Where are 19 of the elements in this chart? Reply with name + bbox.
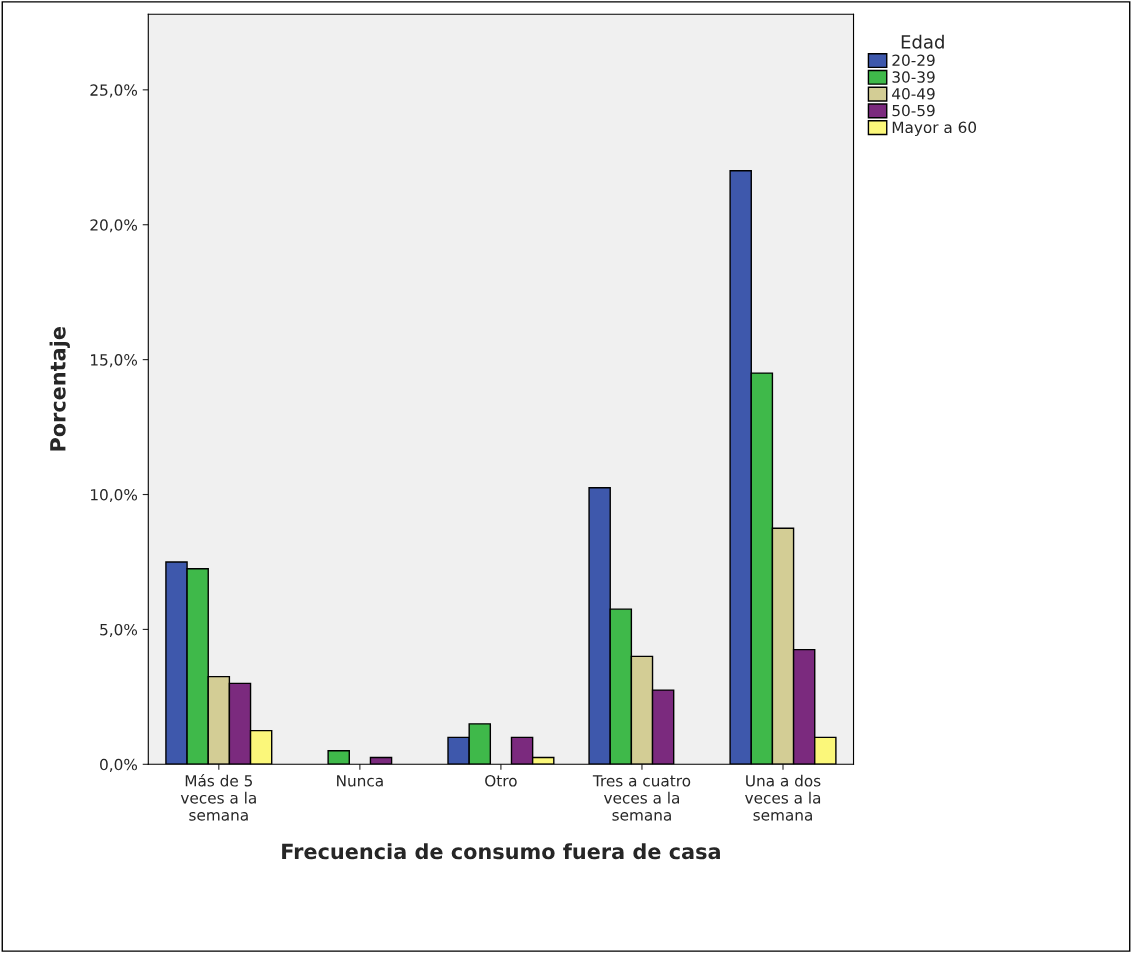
legend-label: 20-29 xyxy=(892,54,935,66)
legend-label: Mayor a 60 xyxy=(892,121,977,137)
x-axis-title: Frecuencia de consumo fuera de casa xyxy=(282,843,720,860)
legend-title: Edad xyxy=(901,34,944,49)
y-tick-label: 10,0% xyxy=(91,488,138,503)
legend-label: 40-49 xyxy=(892,88,935,100)
y-axis-title: Porcentaje xyxy=(49,327,70,451)
y-tick-label: 25,0% xyxy=(90,84,138,98)
y-tick-label: 20,0% xyxy=(90,219,138,233)
y-tick-label: 15,0% xyxy=(91,354,138,368)
x-tick-label: Tres a cuatro veces a la semana xyxy=(592,775,691,821)
legend-label: 30-39 xyxy=(892,71,935,83)
x-tick-label: Una a dos veces a la semana xyxy=(745,774,821,821)
x-tick-label: Otro xyxy=(485,774,517,787)
x-tick-label: Nunca xyxy=(337,775,383,787)
y-tick-label: 0,0% xyxy=(100,758,138,772)
x-tick-label: Más de 5 veces a la semana xyxy=(180,774,256,821)
y-tick-label: 5,0% xyxy=(100,623,138,637)
legend-label: 50-59 xyxy=(892,104,935,117)
